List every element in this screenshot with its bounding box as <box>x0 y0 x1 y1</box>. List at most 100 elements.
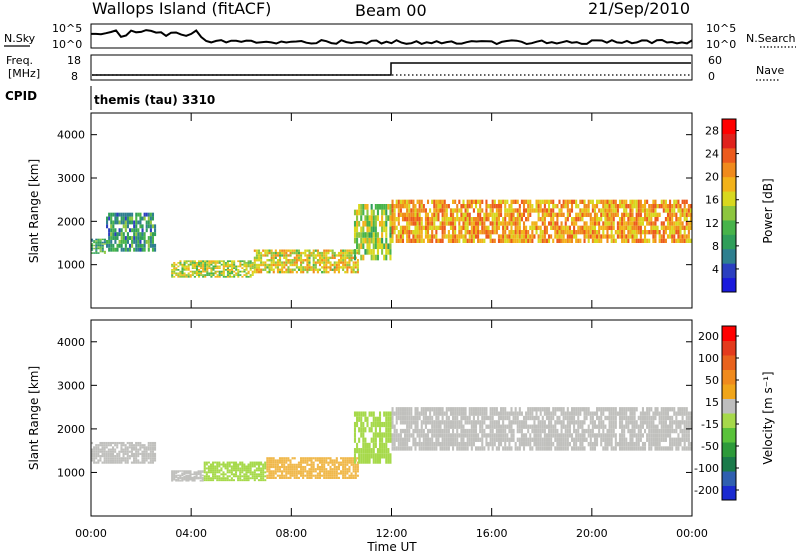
scatter-cell <box>276 463 279 466</box>
scatter-cell <box>429 420 432 425</box>
scatter-cell <box>671 225 674 230</box>
scatter-cell <box>660 437 663 442</box>
scatter-cell <box>545 437 549 442</box>
beam-title: Beam 00 <box>355 1 427 20</box>
scatter-cell <box>660 204 663 209</box>
scatter-cell <box>143 216 146 221</box>
scatter-cell <box>543 433 546 438</box>
scatter-cell <box>420 238 423 243</box>
scatter-cell <box>289 268 292 271</box>
scatter-cell <box>408 234 411 239</box>
scatter-cell <box>454 407 457 412</box>
scatter-cell <box>433 407 436 412</box>
scatter-cell <box>456 238 459 243</box>
colorbar-swatch <box>722 427 736 443</box>
scatter-cell <box>283 266 286 269</box>
scatter-cell <box>241 270 244 273</box>
scatter-cell <box>671 208 674 213</box>
scatter-cell <box>344 463 347 466</box>
scatter-cell <box>247 260 250 263</box>
scatter-cell <box>346 251 349 255</box>
scatter-cell <box>197 270 201 273</box>
scatter-cell <box>545 238 549 243</box>
colorbar-swatch <box>722 191 736 206</box>
scatter-cell <box>683 407 686 412</box>
scatter-cell <box>247 469 250 472</box>
scatter-cell <box>410 407 413 412</box>
scatter-cell <box>481 199 484 204</box>
scatter-cell <box>502 433 505 438</box>
scatter-cell <box>462 424 465 429</box>
scatter-cell <box>350 251 353 255</box>
scatter-cell <box>648 230 651 235</box>
scatter-cell <box>575 407 578 412</box>
cpid-value: themis (tau) 3310 <box>94 93 215 107</box>
scatter-cell <box>243 262 246 264</box>
scatter-cell <box>587 234 590 239</box>
scatter-cell <box>220 479 223 482</box>
scatter-cell <box>318 461 322 464</box>
scatter-cell <box>329 459 332 462</box>
scatter-cell <box>650 230 653 235</box>
scatter-cell <box>149 461 152 464</box>
scatter-cell <box>181 275 184 278</box>
scatter-cell <box>604 433 607 438</box>
scatter-cell <box>255 266 258 269</box>
scatter-cell <box>391 437 394 442</box>
scatter-cell <box>201 477 204 480</box>
scatter-cell <box>612 199 615 204</box>
scatter-cell <box>504 221 507 226</box>
scatter-cell <box>385 237 388 244</box>
scatter-cell <box>454 420 457 425</box>
scatter-cell <box>179 270 182 273</box>
scatter-cell <box>429 441 432 447</box>
scatter-cell <box>520 212 523 217</box>
scatter-cell <box>537 217 540 222</box>
scatter-cell <box>466 441 469 447</box>
scatter-cell <box>149 441 152 445</box>
scatter-cell <box>352 270 355 274</box>
scatter-cell <box>593 433 597 438</box>
scatter-cell <box>237 275 240 278</box>
scatter-cell <box>487 204 490 209</box>
scatter-cell <box>191 480 194 482</box>
scatter-cell <box>234 475 238 478</box>
scatter-cell <box>662 424 665 429</box>
scatter-cell <box>401 225 405 230</box>
scatter-cell <box>323 472 326 475</box>
scatter-cell <box>344 468 347 471</box>
scatter-cell <box>485 407 488 412</box>
scatter-cell <box>689 238 692 243</box>
scatter-cell <box>306 270 309 274</box>
scatter-cell <box>348 256 351 260</box>
scatter-cell <box>145 459 148 462</box>
scatter-cell <box>550 221 553 226</box>
scatter-cell <box>558 212 561 217</box>
scatter-cell <box>385 421 388 428</box>
scatter-cell <box>639 238 642 243</box>
scatter-cell <box>135 441 138 445</box>
scatter-cell <box>91 457 94 460</box>
colorbar-tick-label: -200 <box>694 484 719 497</box>
scatter-cell <box>573 221 576 226</box>
scatter-cell <box>662 225 665 230</box>
scatter-cell <box>360 416 363 422</box>
scatter-cell <box>556 204 559 209</box>
scatter-cell <box>518 212 521 217</box>
nave-tick-top: 60 <box>708 54 722 67</box>
scatter-cell <box>370 453 373 459</box>
scatter-cell <box>510 424 513 429</box>
scatter-cell <box>122 455 125 458</box>
scatter-cell <box>368 411 371 417</box>
scatter-cell <box>133 457 136 460</box>
scatter-cell <box>128 441 131 445</box>
scatter-cell <box>179 260 182 263</box>
scatter-cell <box>154 247 157 252</box>
scatter-cell <box>151 232 155 237</box>
scatter-cell <box>677 208 680 213</box>
scatter-cell <box>285 457 288 460</box>
scatter-cell <box>97 247 100 250</box>
scatter-cell <box>508 424 511 429</box>
scatter-cell <box>393 446 396 451</box>
scatter-cell <box>399 234 402 239</box>
